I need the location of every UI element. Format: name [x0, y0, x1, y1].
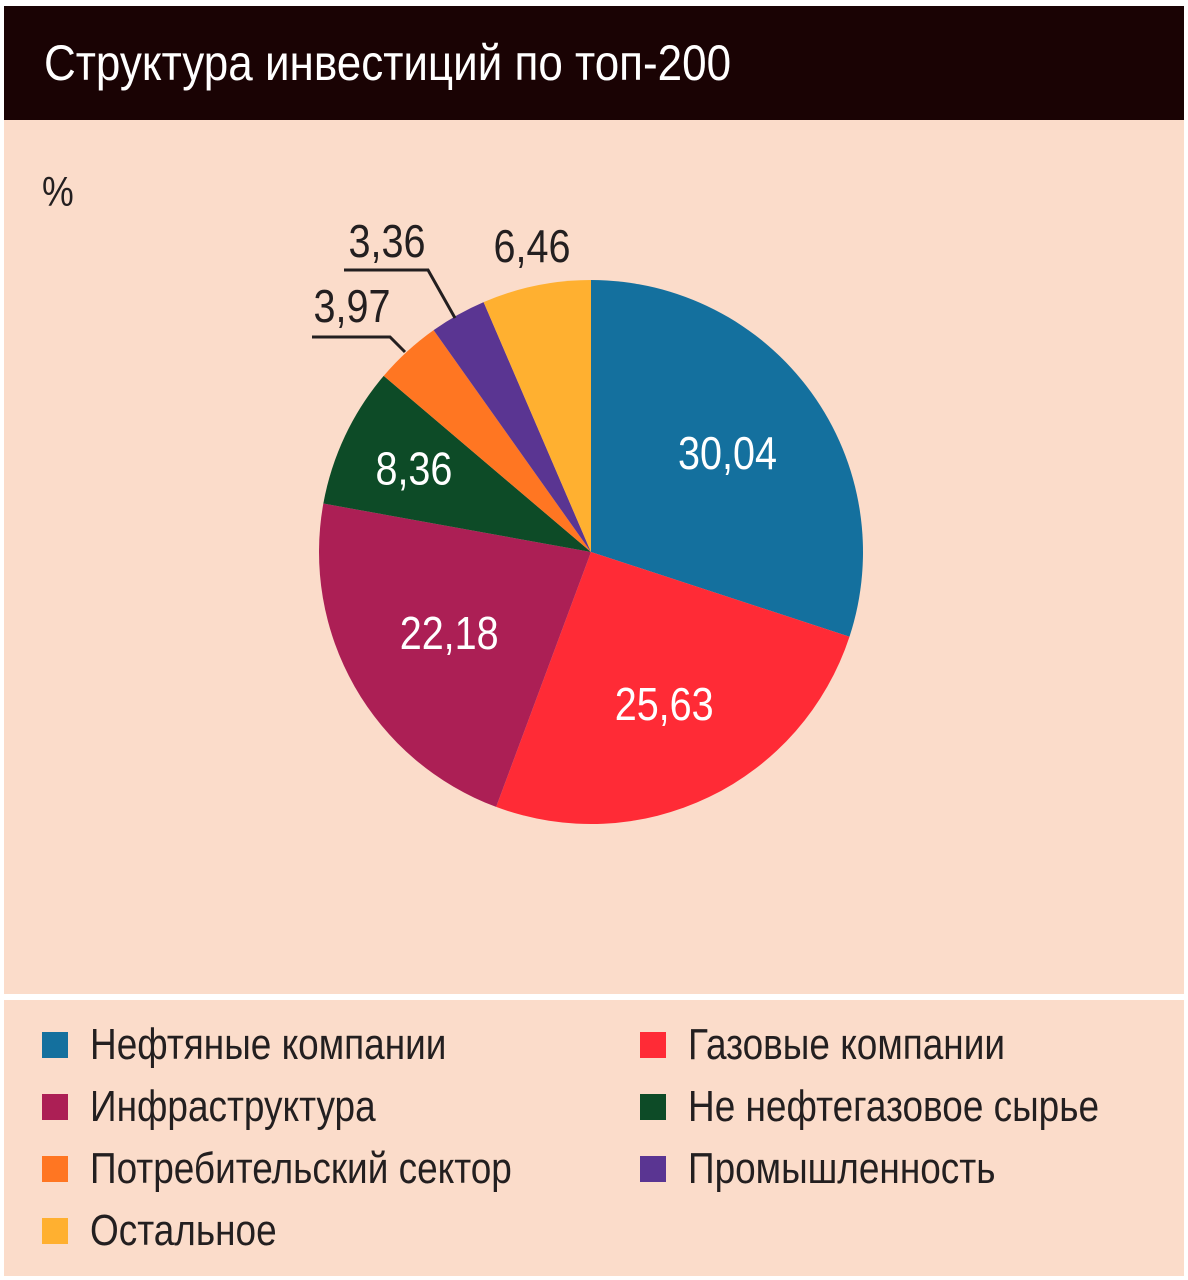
leader-line — [312, 335, 407, 354]
legend-item-industry: Промышленность — [640, 1144, 1054, 1193]
title-bar: Структура инвестиций по топ-200 — [4, 6, 1184, 120]
slice-value-label: 3,97 — [314, 281, 391, 332]
pie-slice — [496, 552, 850, 824]
pie-slice — [323, 375, 591, 552]
legend-item-oil: Нефтяные компании — [42, 1020, 514, 1069]
unit-label: % — [42, 168, 74, 215]
legend-item-gas: Газовые компании — [640, 1020, 1065, 1069]
legend-swatch — [640, 1156, 666, 1182]
pie-slice — [433, 302, 591, 552]
legend-label: Нефтяные компании — [90, 1020, 447, 1069]
legend-swatch — [42, 1156, 68, 1182]
pie-slice — [483, 280, 591, 552]
legend-label: Потребительский сектор — [90, 1144, 512, 1193]
pie-chart: 30,04 25,63 22,18 8,36 3,97 3,36 6,46 — [312, 216, 863, 824]
legend-label: Инфраструктура — [90, 1082, 376, 1131]
chart-title: Структура инвестиций по топ-200 — [44, 35, 732, 91]
slice-value-label: 3,36 — [349, 216, 426, 267]
pie-slice — [383, 330, 591, 552]
legend-label: Остальное — [90, 1206, 277, 1255]
slice-value-label: 22,18 — [400, 608, 499, 659]
pie-slice — [591, 280, 863, 637]
legend-item-infrastructure: Инфраструктура — [42, 1082, 430, 1131]
legend-item-other: Остальное — [42, 1206, 312, 1255]
slice-value-label: 30,04 — [678, 428, 777, 479]
leader-line — [344, 268, 457, 319]
legend-swatch — [640, 1032, 666, 1058]
legend-item-consumer: Потребительский сектор — [42, 1144, 592, 1193]
slice-value-label: 6,46 — [494, 221, 571, 272]
slice-value-label: 8,36 — [375, 444, 452, 495]
slice-value-label: 25,63 — [615, 679, 714, 730]
legend-label: Газовые компании — [688, 1020, 1006, 1069]
legend: Нефтяные компании Газовые компании Инфра… — [4, 1000, 1184, 1276]
legend-swatch — [640, 1094, 666, 1120]
legend-swatch — [42, 1032, 68, 1058]
legend-swatch — [42, 1094, 68, 1120]
legend-item-non-oil-raw: Не нефтегазовое сырье — [640, 1082, 1177, 1131]
legend-label: Промышленность — [688, 1144, 996, 1193]
pie-slice — [319, 503, 591, 807]
legend-label: Не нефтегазовое сырье — [688, 1082, 1100, 1131]
legend-swatch — [42, 1218, 68, 1244]
